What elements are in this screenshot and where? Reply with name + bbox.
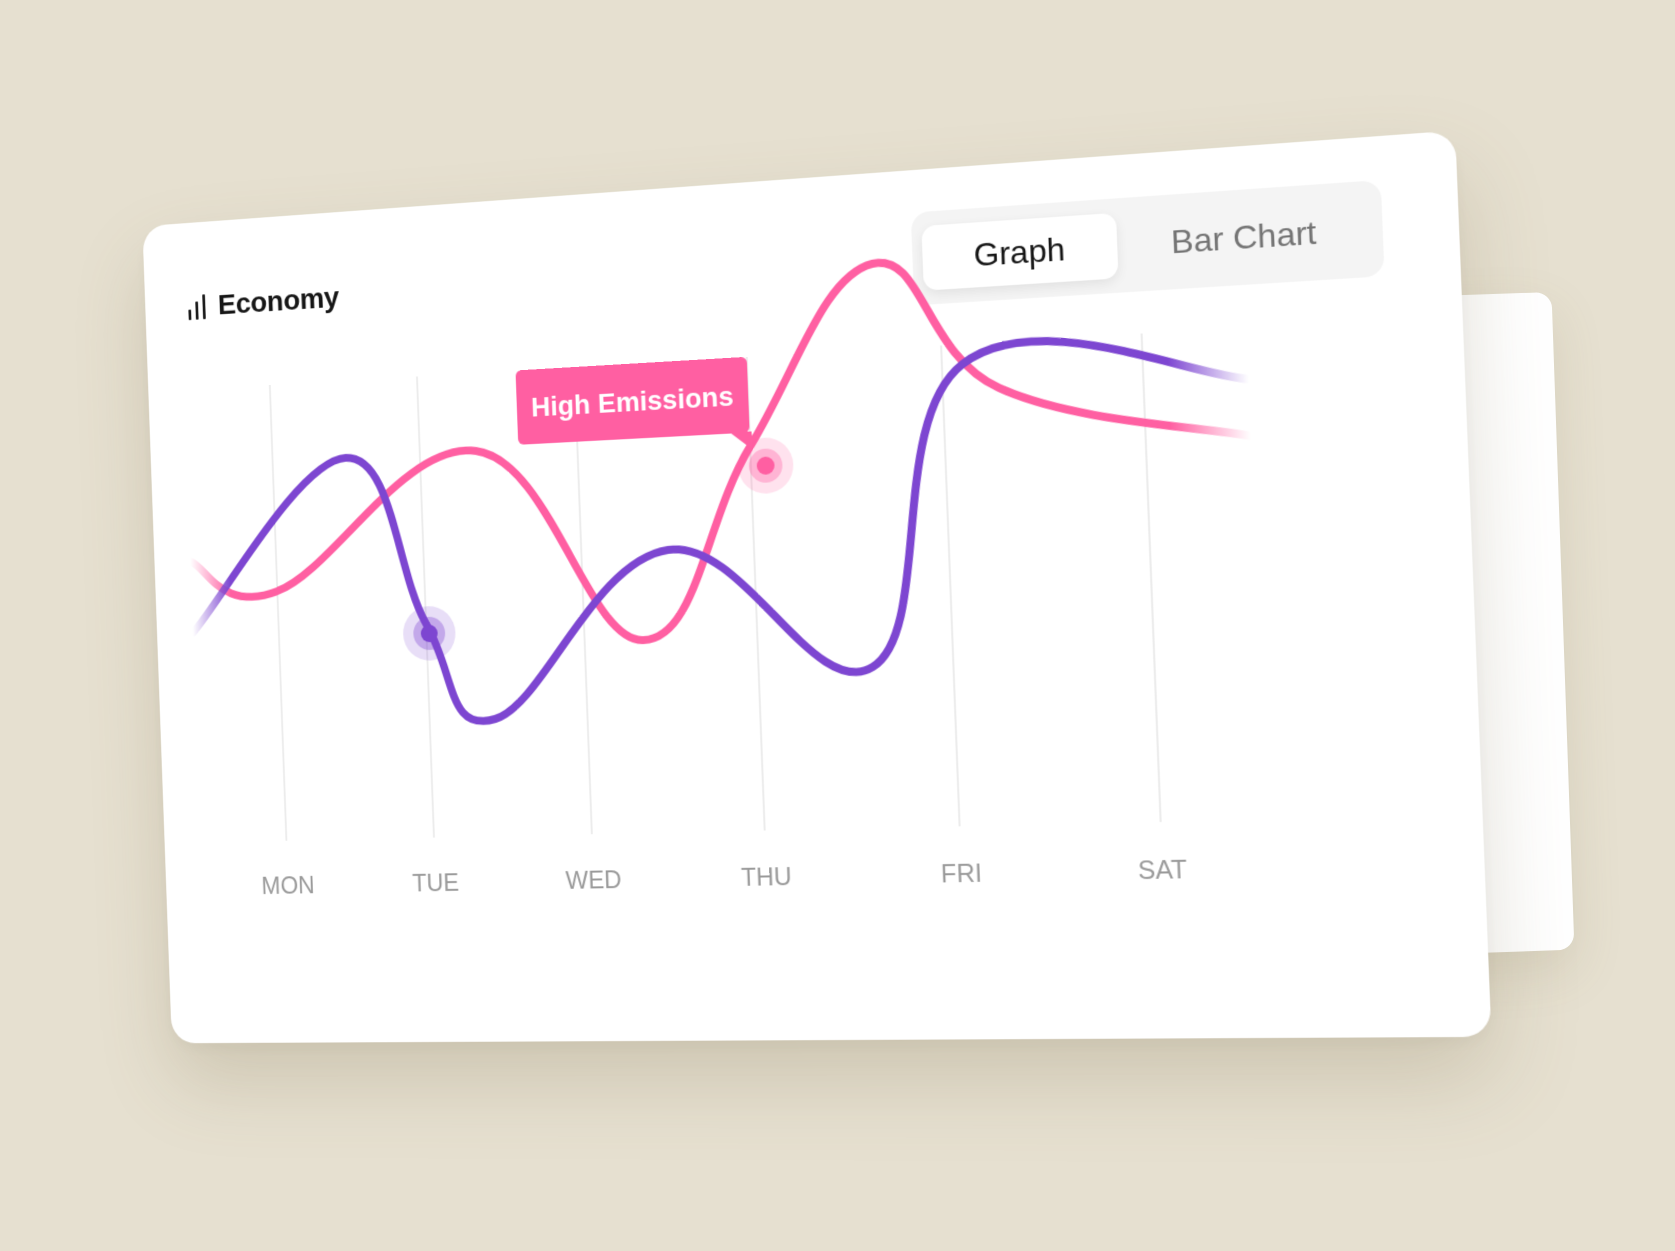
day-label-mon: MON: [261, 872, 315, 900]
day-label-fri: FRI: [941, 860, 983, 889]
day-label-thu: THU: [741, 863, 793, 892]
gridline-sat: [1142, 334, 1161, 823]
line-chart: MON TUE WED THU FRI SAT High Emissions: [142, 130, 1491, 900]
day-label-wed: WED: [565, 867, 622, 895]
purple-highlight-point: [402, 605, 457, 662]
pink-series-line: [181, 239, 1258, 657]
gridline-fri: [941, 345, 959, 826]
gridline-mon: [270, 385, 287, 841]
pink-highlight-point: [737, 436, 795, 495]
high-emissions-tooltip: High Emissions: [515, 356, 753, 451]
day-label-sat: SAT: [1138, 856, 1188, 886]
economy-card: Economy Graph Bar Chart MON TUE WED THU FRI S…: [142, 130, 1492, 1044]
day-label-tue: TUE: [412, 870, 460, 898]
